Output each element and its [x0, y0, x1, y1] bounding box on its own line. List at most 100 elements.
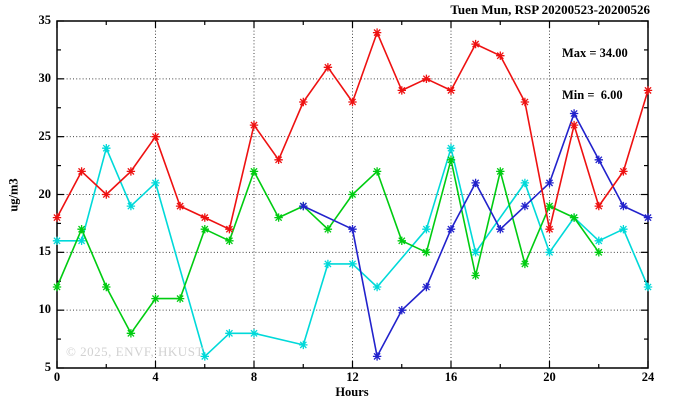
data-point-red: [323, 63, 333, 72]
data-point-red: [52, 213, 62, 222]
max-min-annotation: Max = 34.00 Min = 6.00: [562, 18, 628, 130]
data-point-red: [200, 213, 210, 222]
max-annotation: Max = 34.00: [562, 46, 628, 60]
data-point-green: [348, 190, 357, 199]
y-tick-label: 5: [44, 360, 51, 374]
data-point-green: [175, 294, 185, 303]
data-point-green: [520, 259, 530, 269]
data-point-red: [249, 120, 259, 130]
data-point-green: [594, 248, 603, 257]
data-point-green: [545, 201, 554, 211]
data-point-red: [520, 97, 530, 107]
data-point-green: [274, 213, 283, 222]
data-point-cyan: [446, 143, 456, 153]
data-point-blue: [348, 224, 357, 234]
data-point-blue: [397, 306, 406, 315]
data-point-cyan: [348, 259, 357, 269]
data-point-red: [471, 39, 480, 49]
data-point-green: [446, 155, 456, 165]
data-point-red: [126, 167, 136, 176]
data-point-red: [496, 51, 505, 60]
data-point-green: [372, 167, 382, 176]
data-point-blue: [569, 109, 579, 118]
data-point-cyan: [422, 224, 431, 234]
data-point-red: [299, 97, 308, 107]
y-tick-label: 20: [38, 186, 52, 201]
x-tick-label: 16: [444, 370, 458, 384]
data-point-red: [619, 167, 628, 176]
data-point-cyan: [643, 282, 653, 292]
data-point-green: [151, 294, 160, 303]
data-point-cyan: [151, 178, 160, 188]
data-point-blue: [594, 155, 603, 165]
data-point-red: [372, 28, 382, 37]
y-tick-label: 15: [38, 244, 52, 259]
series-red: [52, 28, 653, 234]
x-axis-label: Hours: [335, 385, 369, 399]
data-point-green: [422, 248, 431, 257]
data-point-blue: [496, 224, 505, 234]
data-point-green: [496, 167, 505, 176]
data-point-red: [77, 167, 86, 176]
data-point-cyan: [102, 143, 111, 153]
x-tick-label: 4: [152, 370, 159, 384]
data-point-red: [643, 86, 653, 95]
data-point-green: [471, 271, 480, 280]
data-point-red: [569, 120, 579, 130]
data-point-cyan: [126, 201, 136, 211]
series-line-green: [56, 159, 600, 335]
y-tick-label: 30: [38, 70, 52, 85]
data-point-cyan: [52, 236, 62, 246]
series-cyan: [52, 143, 653, 361]
data-point-cyan: [520, 178, 530, 188]
data-point-red: [348, 97, 357, 107]
data-point-cyan: [200, 352, 210, 361]
data-point-blue: [545, 178, 554, 188]
data-point-cyan: [471, 248, 480, 257]
x-tick-label: 24: [641, 370, 655, 384]
data-point-cyan: [299, 340, 308, 350]
data-point-green: [569, 213, 579, 222]
data-point-blue: [299, 201, 308, 211]
data-point-green: [126, 329, 136, 338]
data-point-green: [77, 224, 86, 234]
data-point-blue: [643, 213, 653, 222]
data-point-red: [446, 86, 456, 95]
data-point-cyan: [225, 329, 234, 338]
data-point-cyan: [323, 259, 333, 269]
data-point-blue: [520, 201, 530, 211]
data-point-green: [52, 282, 62, 292]
x-tick-label: 12: [346, 370, 359, 384]
plot-border: [56, 20, 649, 369]
x-tick-label: 20: [543, 370, 556, 384]
series-green: [52, 155, 603, 338]
x-tick-label: 0: [53, 370, 61, 384]
data-point-red: [594, 201, 603, 211]
y-tick-label: 10: [38, 302, 52, 317]
data-point-blue: [422, 282, 431, 292]
data-point-blue: [619, 201, 628, 211]
series-blue: [299, 109, 653, 361]
min-annotation: Min = 6.00: [562, 88, 623, 102]
data-point-red: [225, 224, 234, 234]
data-point-cyan: [594, 236, 603, 246]
data-point-red: [274, 155, 283, 165]
data-point-green: [323, 224, 333, 234]
data-point-green: [397, 236, 406, 246]
data-point-blue: [471, 178, 480, 188]
data-point-cyan: [619, 224, 628, 234]
watermark: © 2025, ENVF, HKUST: [66, 344, 204, 359]
data-point-red: [422, 74, 431, 84]
data-point-red: [151, 132, 160, 141]
data-point-cyan: [545, 248, 554, 257]
data-point-green: [225, 236, 234, 246]
data-point-blue: [446, 224, 456, 234]
data-point-green: [102, 282, 111, 292]
series-line-red: [56, 31, 649, 230]
data-point-red: [102, 190, 111, 199]
data-point-cyan: [249, 329, 259, 338]
data-point-cyan: [77, 236, 86, 246]
series-line-blue: [302, 112, 649, 358]
y-tick-label: 25: [38, 128, 52, 143]
